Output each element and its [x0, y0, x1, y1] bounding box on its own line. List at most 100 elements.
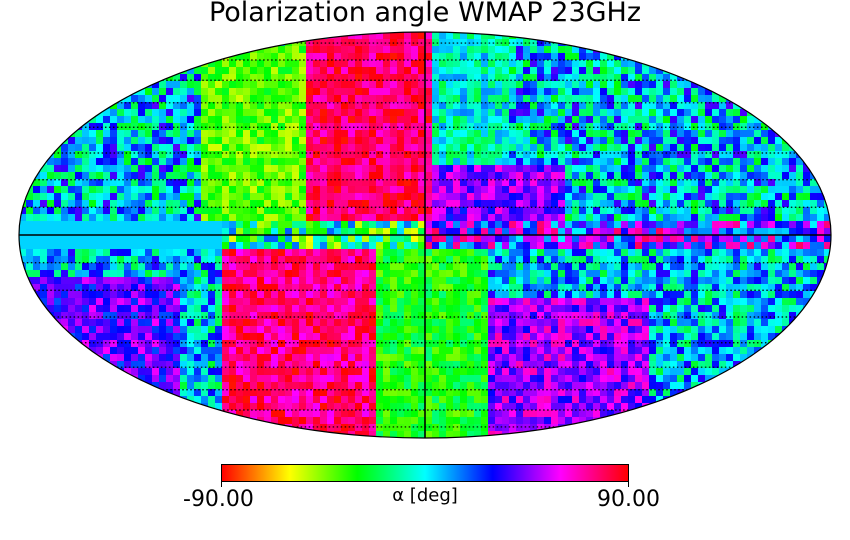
map-pixel	[453, 95, 461, 103]
map-pixel	[495, 263, 503, 271]
map-pixel	[369, 368, 377, 376]
map-pixel	[495, 298, 503, 306]
map-pixel	[68, 207, 76, 215]
map-pixel	[243, 263, 251, 271]
map-pixel	[516, 95, 524, 103]
map-pixel	[313, 151, 321, 159]
map-pixel	[726, 172, 734, 180]
map-pixel	[481, 270, 489, 278]
map-pixel	[586, 326, 594, 334]
map-pixel	[572, 200, 580, 208]
map-pixel	[789, 165, 797, 173]
map-pixel	[96, 319, 104, 327]
map-pixel	[110, 235, 118, 243]
map-pixel	[684, 347, 692, 355]
map-pixel	[61, 207, 69, 215]
map-pixel	[124, 172, 132, 180]
map-pixel	[390, 375, 398, 383]
map-pixel	[656, 361, 664, 369]
map-pixel	[747, 326, 755, 334]
map-pixel	[173, 130, 181, 138]
map-pixel	[467, 32, 475, 40]
map-pixel	[733, 340, 741, 348]
map-pixel	[649, 319, 657, 327]
map-pixel	[698, 186, 706, 194]
map-pixel	[271, 95, 279, 103]
map-pixel	[355, 270, 363, 278]
map-pixel	[677, 326, 685, 334]
map-pixel	[341, 130, 349, 138]
map-pixel	[768, 270, 776, 278]
map-pixel	[257, 95, 265, 103]
map-pixel	[215, 60, 223, 68]
map-pixel	[530, 200, 538, 208]
map-pixel	[131, 214, 139, 222]
map-pixel	[75, 137, 83, 145]
map-pixel	[418, 235, 426, 243]
map-pixel	[656, 354, 664, 362]
map-pixel	[138, 312, 146, 320]
map-pixel	[362, 249, 370, 257]
map-pixel	[481, 158, 489, 166]
map-pixel	[467, 249, 475, 257]
map-pixel	[691, 151, 699, 159]
map-pixel	[614, 361, 622, 369]
map-pixel	[740, 249, 748, 257]
map-pixel	[243, 95, 251, 103]
map-pixel	[236, 207, 244, 215]
map-pixel	[180, 179, 188, 187]
map-pixel	[495, 291, 503, 299]
map-pixel	[334, 368, 342, 376]
map-pixel	[418, 214, 426, 222]
map-pixel	[586, 109, 594, 117]
map-pixel	[432, 109, 440, 117]
map-pixel	[418, 221, 426, 229]
map-pixel	[754, 235, 762, 243]
map-pixel	[523, 256, 531, 264]
map-pixel	[495, 158, 503, 166]
map-pixel	[656, 263, 664, 271]
map-pixel	[271, 67, 279, 75]
map-pixel	[691, 326, 699, 334]
map-pixel	[243, 102, 251, 110]
map-pixel	[572, 60, 580, 68]
map-pixel	[705, 123, 713, 131]
map-pixel	[642, 165, 650, 173]
map-pixel	[761, 284, 769, 292]
map-pixel	[635, 228, 643, 236]
map-pixel	[82, 333, 90, 341]
map-pixel	[264, 53, 272, 61]
map-pixel	[75, 172, 83, 180]
map-pixel	[453, 333, 461, 341]
map-pixel	[187, 270, 195, 278]
map-pixel	[572, 172, 580, 180]
map-pixel	[348, 109, 356, 117]
map-pixel	[89, 116, 97, 124]
map-pixel	[712, 368, 720, 376]
map-pixel	[320, 382, 328, 390]
map-pixel	[698, 256, 706, 264]
map-pixel	[432, 368, 440, 376]
map-pixel	[264, 116, 272, 124]
map-pixel	[530, 277, 538, 285]
map-pixel	[208, 333, 216, 341]
map-pixel	[523, 116, 531, 124]
map-pixel	[285, 242, 293, 250]
map-pixel	[243, 193, 251, 201]
map-pixel	[761, 123, 769, 131]
map-pixel	[481, 74, 489, 82]
map-pixel	[103, 340, 111, 348]
map-pixel	[299, 298, 307, 306]
map-pixel	[264, 319, 272, 327]
map-pixel	[446, 361, 454, 369]
map-pixel	[775, 207, 783, 215]
map-pixel	[712, 207, 720, 215]
map-pixel	[621, 214, 629, 222]
map-pixel	[201, 256, 209, 264]
map-pixel	[544, 144, 552, 152]
map-pixel	[614, 319, 622, 327]
map-pixel	[47, 207, 55, 215]
map-pixel	[565, 263, 573, 271]
map-pixel	[103, 109, 111, 117]
map-pixel	[355, 263, 363, 271]
